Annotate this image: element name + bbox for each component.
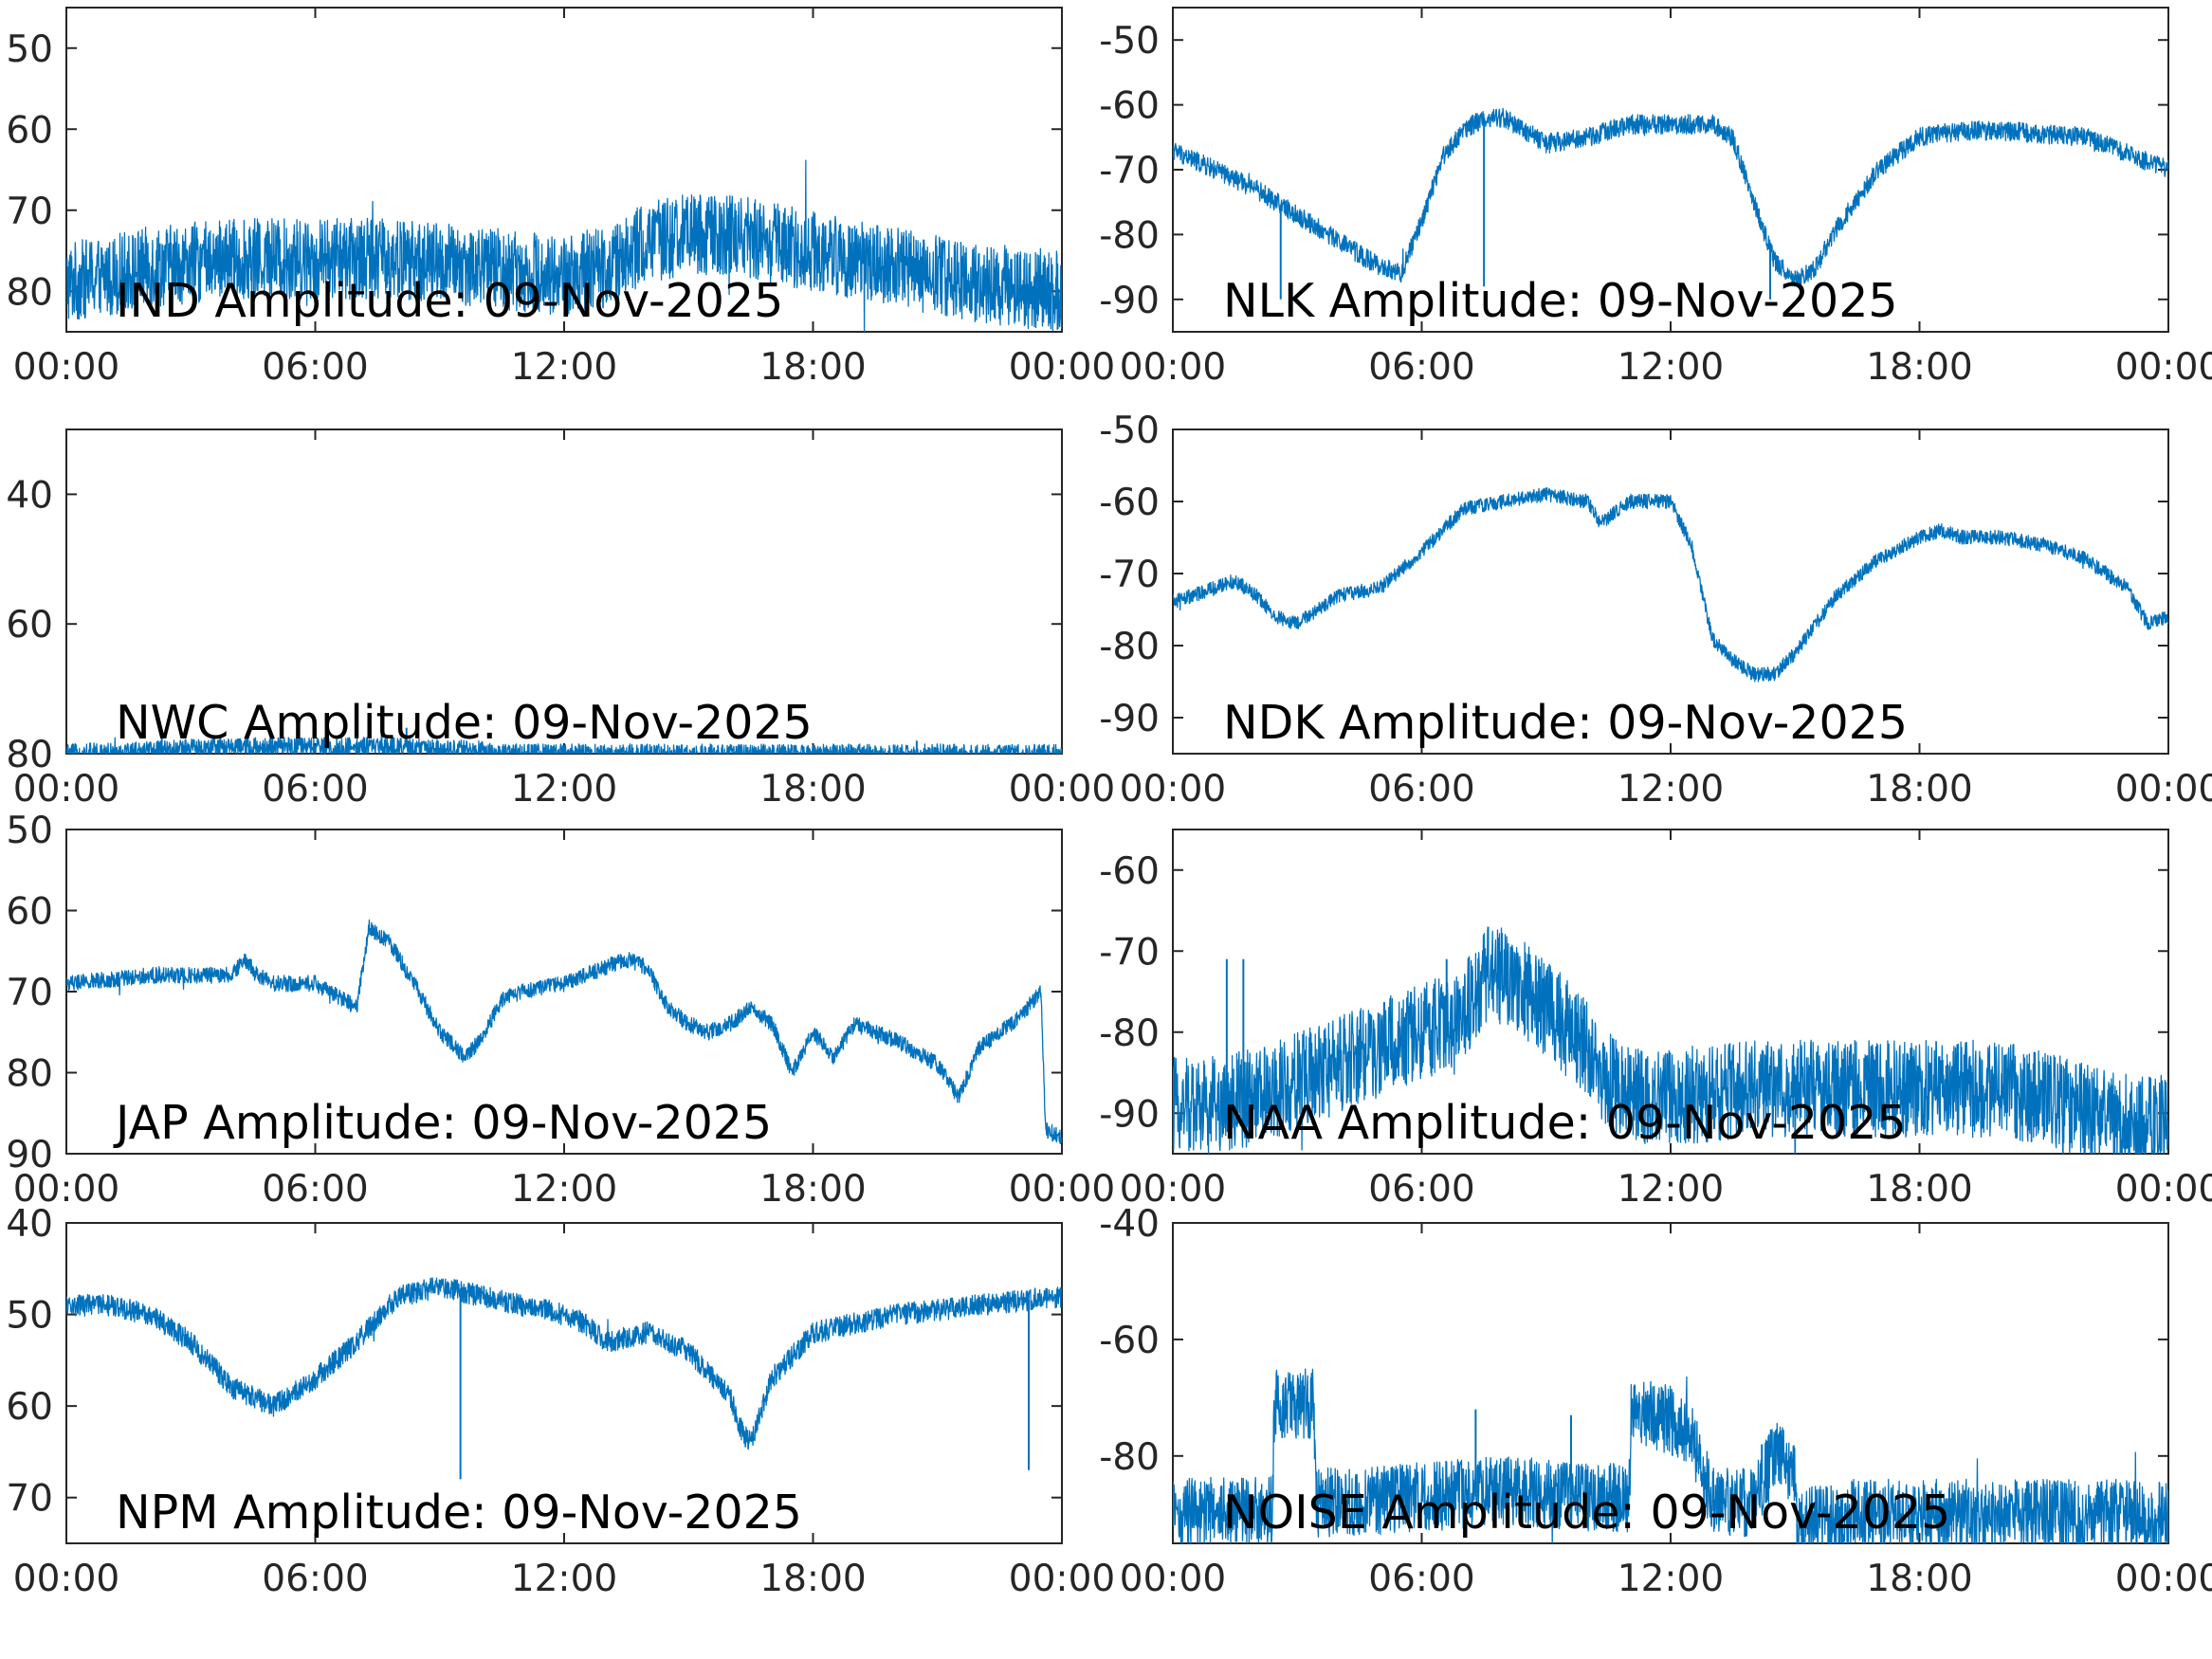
- npm-ytick-label: 70: [6, 1478, 53, 1521]
- ind-xtick-label: 00:00: [13, 346, 119, 389]
- ind-xtick-label: 12:00: [511, 346, 617, 389]
- noise-xtick-label: 06:00: [1368, 1558, 1474, 1600]
- noise-xtick-label: 12:00: [1618, 1558, 1724, 1600]
- nlk-xtick-label: 06:00: [1368, 346, 1474, 389]
- nlk-ytick-label: -90: [1099, 280, 1160, 322]
- nlk-xtick-label: 12:00: [1618, 346, 1724, 389]
- panel-noise-title: NOISE Amplitude: 09-Nov-2025: [1223, 1486, 1950, 1540]
- jap-xtick-label: 18:00: [759, 1168, 866, 1211]
- noise-ytick-label: -80: [1099, 1436, 1160, 1479]
- jap-ytick-label: 80: [6, 1053, 53, 1096]
- jap-xtick-label: 00:00: [1009, 1168, 1115, 1211]
- npm-xtick-label: 12:00: [511, 1558, 617, 1600]
- nlk-ytick-label: -60: [1099, 85, 1160, 128]
- noise-ytick-label: -60: [1099, 1320, 1160, 1362]
- jap-xtick-label: 12:00: [511, 1168, 617, 1211]
- ndk-ytick-label: -50: [1099, 410, 1160, 452]
- panel-ndk-title: NDK Amplitude: 09-Nov-2025: [1223, 696, 1908, 750]
- ind-ytick-label: 80: [6, 271, 53, 314]
- ndk-xtick-label: 12:00: [1618, 768, 1724, 811]
- jap-series-line: [66, 919, 1062, 1144]
- naa-xtick-label: 00:00: [2115, 1168, 2212, 1211]
- panel-npm-title: NPM Amplitude: 09-Nov-2025: [116, 1486, 802, 1540]
- ndk-ytick-label: -70: [1099, 554, 1160, 596]
- panel-naa: 00:00 06:00 12:00 18:00 00:00 -60 -70 -80 -90 NA…: [1099, 829, 2212, 1211]
- jap-ytick-label: 50: [6, 810, 53, 852]
- ind-ytick-label: 60: [6, 109, 53, 152]
- ind-xtick-label: 18:00: [759, 346, 866, 389]
- ndk-ytick-label: -90: [1099, 698, 1160, 740]
- nlk-ytick-label: -70: [1099, 150, 1160, 192]
- nlk-xtick-label: 00:00: [2115, 346, 2212, 389]
- npm-xtick-label: 06:00: [262, 1558, 368, 1600]
- ind-xtick-label: 06:00: [262, 346, 368, 389]
- nwc-xtick-label: 00:00: [13, 768, 119, 811]
- nwc-xtick-label: 06:00: [262, 768, 368, 811]
- npm-xtick-label: 00:00: [1009, 1558, 1115, 1600]
- jap-ytick-label: 60: [6, 891, 53, 934]
- panel-naa-title: NAA Amplitude: 09-Nov-2025: [1223, 1096, 1907, 1150]
- ind-ytick-label: 50: [6, 28, 53, 71]
- nwc-ytick-label: 80: [6, 734, 53, 776]
- npm-ytick-label: 50: [6, 1295, 53, 1338]
- jap-xtick-label: 06:00: [262, 1168, 368, 1211]
- ndk-xtick-label: 00:00: [2115, 768, 2212, 811]
- panel-noise: 00:00 06:00 12:00 18:00 00:00 -40 -60 -80 NOISE…: [1099, 1203, 2212, 1600]
- ndk-xtick-label: 00:00: [1120, 768, 1226, 811]
- ind-ytick-label: 70: [6, 191, 53, 233]
- nwc-xtick-label: 00:00: [1009, 768, 1115, 811]
- naa-ytick-label: -80: [1099, 1012, 1160, 1055]
- naa-xtick-label: 12:00: [1618, 1168, 1724, 1211]
- npm-xtick-label: 18:00: [759, 1558, 866, 1600]
- nlk-ytick-label: -80: [1099, 214, 1160, 257]
- noise-series-line: [1173, 1368, 2168, 1543]
- ndk-xtick-label: 06:00: [1368, 768, 1474, 811]
- npm-ytick-label: 40: [6, 1203, 53, 1246]
- ndk-ytick-label: -60: [1099, 482, 1160, 524]
- nwc-xtick-label: 12:00: [511, 768, 617, 811]
- naa-ytick-label: -90: [1099, 1093, 1160, 1136]
- nlk-xtick-label: 18:00: [1866, 346, 1972, 389]
- npm-xtick-label: 00:00: [13, 1558, 119, 1600]
- nwc-xtick-label: 18:00: [759, 768, 866, 811]
- panel-nlk: 00:00 06:00 12:00 18:00 00:00 -50 -60 -70 -80 -90…: [1099, 7, 2212, 389]
- jap-xtick-label: 00:00: [13, 1168, 119, 1211]
- panel-nwc-title: NWC Amplitude: 09-Nov-2025: [116, 696, 813, 750]
- nwc-ytick-label: 60: [6, 604, 53, 647]
- noise-xtick-label: 00:00: [1120, 1558, 1226, 1600]
- panel-npm: 00:00 06:00 12:00 18:00 00:00 40 50 60 70 NPM Am…: [6, 1203, 1115, 1600]
- naa-ytick-label: -60: [1099, 850, 1160, 893]
- panel-jap: 00:00 06:00 12:00 18:00 00:00 50 60 70 80 90 JAP …: [6, 810, 1115, 1211]
- naa-series-line: [1173, 927, 2168, 1154]
- ind-series-line: [66, 159, 1062, 332]
- panel-ind: 00:00 06:00 12:00 18:00 00:00 50 60 70 80 IND Am…: [6, 7, 1115, 389]
- noise-xtick-label: 00:00: [2115, 1558, 2212, 1600]
- jap-ytick-label: 90: [6, 1134, 53, 1176]
- jap-ytick-label: 70: [6, 972, 53, 1014]
- ndk-ytick-label: -80: [1099, 626, 1160, 668]
- ndk-xtick-label: 18:00: [1866, 768, 1972, 811]
- naa-xtick-label: 00:00: [1120, 1168, 1226, 1211]
- panel-nlk-title: NLK Amplitude: 09-Nov-2025: [1223, 274, 1898, 328]
- nwc-ytick-label: 40: [6, 474, 53, 517]
- panel-nwc: 00:00 06:00 12:00 18:00 00:00 40 60 80 NWC Ampl…: [6, 428, 1115, 811]
- ind-xtick-label: 00:00: [1009, 346, 1115, 389]
- ndk-series-line: [1173, 486, 2168, 683]
- npm-series-line: [66, 1277, 1062, 1450]
- noise-ytick-label: -40: [1099, 1203, 1160, 1246]
- nlk-xtick-label: 00:00: [1120, 346, 1226, 389]
- panel-ndk: 00:00 06:00 12:00 18:00 00:00 -50 -60 -70 -80 -90…: [1099, 410, 2212, 811]
- panel-ind-title: IND Amplitude: 09-Nov-2025: [116, 274, 783, 328]
- nlk-series-line: [1173, 107, 2168, 287]
- naa-xtick-label: 06:00: [1368, 1168, 1474, 1211]
- npm-ytick-label: 60: [6, 1386, 53, 1429]
- nwc-series-line: [66, 737, 1062, 754]
- noise-xtick-label: 18:00: [1866, 1558, 1972, 1600]
- panel-jap-title: JAP Amplitude: 09-Nov-2025: [113, 1096, 772, 1150]
- naa-ytick-label: -70: [1099, 931, 1160, 974]
- naa-xtick-label: 18:00: [1866, 1168, 1972, 1211]
- nlk-ytick-label: -50: [1099, 20, 1160, 63]
